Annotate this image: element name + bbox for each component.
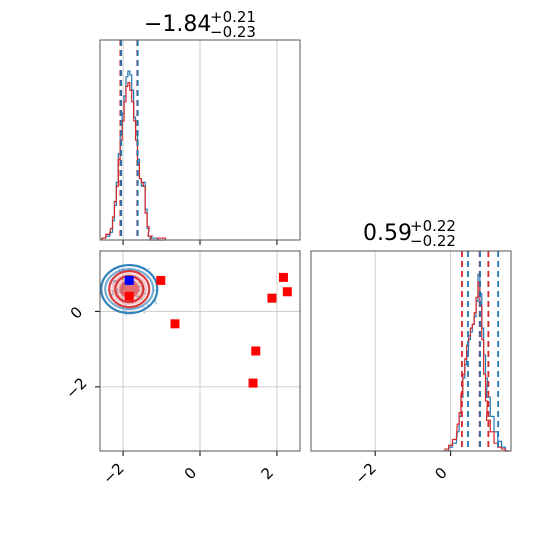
title-left-panel: −1.84 +0.21 −0.23 [144,8,256,41]
scatter-sample-point [115,279,118,282]
scatter-sample-point [147,267,150,270]
scatter-sample-point [138,285,141,288]
red-square-point-0 [156,275,166,285]
scatter-frame [99,250,301,452]
scatter-sample-point [144,292,147,295]
scatter-sample-point [116,290,119,293]
top-left-hist-series-1 [101,81,166,241]
red-square-point-6 [282,287,292,297]
scatter-contour-1 [104,268,155,311]
scatter-sample-point [111,292,114,295]
scatter-sample-point [124,314,127,317]
title-left-upper: +0.21 [210,8,256,26]
scatter-sample-point [113,280,116,283]
top-left-frame [99,39,301,241]
scatter-sample-point [155,302,158,305]
scatter-y-tick-label-1: −2 [62,374,90,402]
scatter-sample-point [154,300,157,303]
blue-square-point-0 [124,275,134,285]
bottom-right-x-tick-label-0: −2 [351,459,379,487]
scatter-sample-point [140,298,143,301]
title-left-value: −1.84 [144,12,211,37]
bottom-right-frame [310,250,512,452]
scatter-sample-point [153,289,156,292]
red-square-point-5 [278,272,288,282]
scatter-sample-point [111,290,114,293]
top-left-hist-series-0 [101,70,166,241]
bottom-right-histogram-panel: −2 0 [310,250,512,488]
scatter-sample-point [114,280,117,283]
title-right-lower: −0.22 [410,232,456,250]
scatter-sample-point [137,295,140,298]
scatter-sample-point [143,311,146,314]
scatter-x-tick-label-0: −2 [99,459,127,487]
red-square-point-3 [248,378,258,388]
red-square-point-4 [267,293,277,303]
scatter-sample-point [135,295,138,298]
title-right-upper: +0.22 [410,217,456,235]
scatter-contour-fill-inner [119,280,140,299]
title-right-value: 0.59 [363,221,412,246]
scatter-x-tick-label-1: 0 [181,464,200,483]
scatter-sample-point [143,306,146,309]
scatter-x-tick-label-2: 2 [258,464,277,483]
bottom-right-hist-series-0 [444,273,510,452]
scatter-sample-point [124,309,127,312]
bottom-left-scatter-panel: −2 0 2 0 −2 [62,250,301,488]
scatter-contour-0 [100,264,159,315]
red-square-point-1 [170,319,180,329]
scatter-contour-2 [108,270,151,309]
scatter-y-tick-label-0: 0 [67,303,86,322]
title-left-lower: −0.23 [210,23,256,41]
red-square-point-7 [124,291,134,301]
scatter-sample-point [124,303,127,306]
scatter-sample-point [116,291,119,294]
red-square-point-2 [251,346,261,356]
scatter-sample-point [116,288,119,291]
top-left-histogram-panel [99,39,301,245]
title-right-panel: 0.59 +0.22 −0.22 [363,217,456,250]
bottom-right-hist-series-1 [444,281,510,452]
bottom-right-x-tick-label-1: 0 [431,464,450,483]
scatter-sample-point [112,280,115,283]
